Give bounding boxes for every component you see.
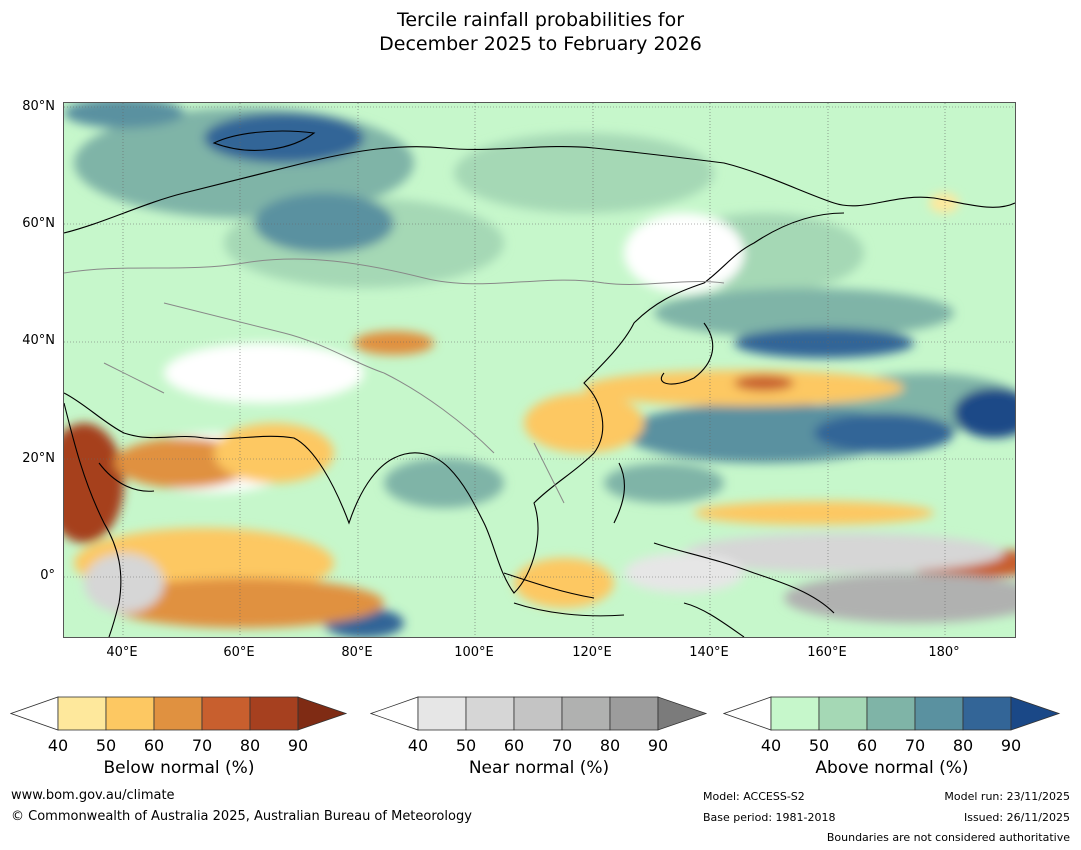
tick: 50 (86, 736, 126, 755)
lon-label-40e: 40°E (92, 646, 152, 660)
tick: 80 (230, 736, 270, 755)
colorbar-above-svg (723, 696, 1061, 732)
model-name: Model: ACCESS-S2 (703, 790, 805, 803)
colorbar-cell (771, 697, 819, 730)
tick: 60 (847, 736, 887, 755)
colorbar-near-svg (370, 696, 708, 732)
colorbar-max-extension (1011, 697, 1059, 730)
colorbar-near-title: Near normal (%) (370, 758, 708, 778)
lon-label-100e: 100°E (444, 646, 504, 660)
colorbar-min-extension (724, 697, 771, 730)
tick: 40 (38, 736, 78, 755)
colorbar-min-extension (371, 697, 418, 730)
colorbar-cell (418, 697, 466, 730)
colorbar-below-normal: 40 50 60 70 80 90 Below normal (%) (10, 696, 348, 756)
colorbar-cell (202, 697, 250, 730)
lon-label-140e: 140°E (679, 646, 739, 660)
colorbar-max-extension (658, 697, 706, 730)
colorbar-below-svg (10, 696, 348, 732)
colorbar-min-extension (11, 697, 58, 730)
colorbar-below-ticks: 40 50 60 70 80 90 (10, 736, 348, 756)
rainfall-probability-map (63, 102, 1016, 638)
colorbar-above-normal: 40 50 60 70 80 90 Above normal (%) (723, 696, 1061, 756)
lat-label-80n: 80°N (0, 100, 55, 114)
colorbar-cell (106, 697, 154, 730)
tick: 70 (542, 736, 582, 755)
map-title: Tercile rainfall probabilities for Decem… (0, 8, 1081, 56)
colorbar-cell (610, 697, 658, 730)
copyright-text: © Commonwealth of Australia 2025, Austra… (11, 809, 472, 824)
tick: 70 (895, 736, 935, 755)
colorbar-cell (562, 697, 610, 730)
colorbar-cell (915, 697, 963, 730)
colorbar-cell (514, 697, 562, 730)
lon-label-60e: 60°E (209, 646, 269, 660)
tick: 50 (799, 736, 839, 755)
lon-label-80e: 80°E (327, 646, 387, 660)
lat-label-20n: 20°N (0, 452, 55, 466)
colorbar-cell (250, 697, 298, 730)
colorbar-cell (819, 697, 867, 730)
tick: 90 (278, 736, 318, 755)
website-link[interactable]: www.bom.gov.au/climate (11, 788, 175, 803)
tick: 80 (943, 736, 983, 755)
lat-label-60n: 60°N (0, 217, 55, 231)
lon-label-120e: 120°E (562, 646, 622, 660)
title-line-2: December 2025 to February 2026 (0, 32, 1081, 56)
lat-label-40n: 40°N (0, 334, 55, 348)
colorbar-cell (867, 697, 915, 730)
lon-label-160e: 160°E (797, 646, 857, 660)
colorbar-cell (466, 697, 514, 730)
issued-date: Issued: 26/11/2025 (964, 811, 1070, 824)
tick: 70 (182, 736, 222, 755)
tick: 50 (446, 736, 486, 755)
colorbar-near-ticks: 40 50 60 70 80 90 (370, 736, 708, 756)
tick: 40 (751, 736, 791, 755)
colorbar-above-ticks: 40 50 60 70 80 90 (723, 736, 1061, 756)
lon-label-180: 180° (914, 646, 974, 660)
tick: 80 (590, 736, 630, 755)
tick: 90 (638, 736, 678, 755)
map-svg (64, 103, 1015, 637)
tick: 60 (494, 736, 534, 755)
colorbar-above-title: Above normal (%) (723, 758, 1061, 778)
colorbar-cell (58, 697, 106, 730)
tick: 40 (398, 736, 438, 755)
tick: 90 (991, 736, 1031, 755)
colorbar-cell (963, 697, 1011, 730)
tick: 60 (134, 736, 174, 755)
lat-label-0: 0° (0, 569, 55, 583)
colorbar-below-title: Below normal (%) (10, 758, 348, 778)
colorbar-max-extension (298, 697, 346, 730)
colorbar-cell (154, 697, 202, 730)
title-line-1: Tercile rainfall probabilities for (0, 8, 1081, 32)
base-period: Base period: 1981-2018 (703, 811, 835, 824)
colorbar-near-normal: 40 50 60 70 80 90 Near normal (%) (370, 696, 708, 756)
model-run-date: Model run: 23/11/2025 (944, 790, 1070, 803)
boundaries-disclaimer: Boundaries are not considered authoritat… (827, 831, 1070, 844)
